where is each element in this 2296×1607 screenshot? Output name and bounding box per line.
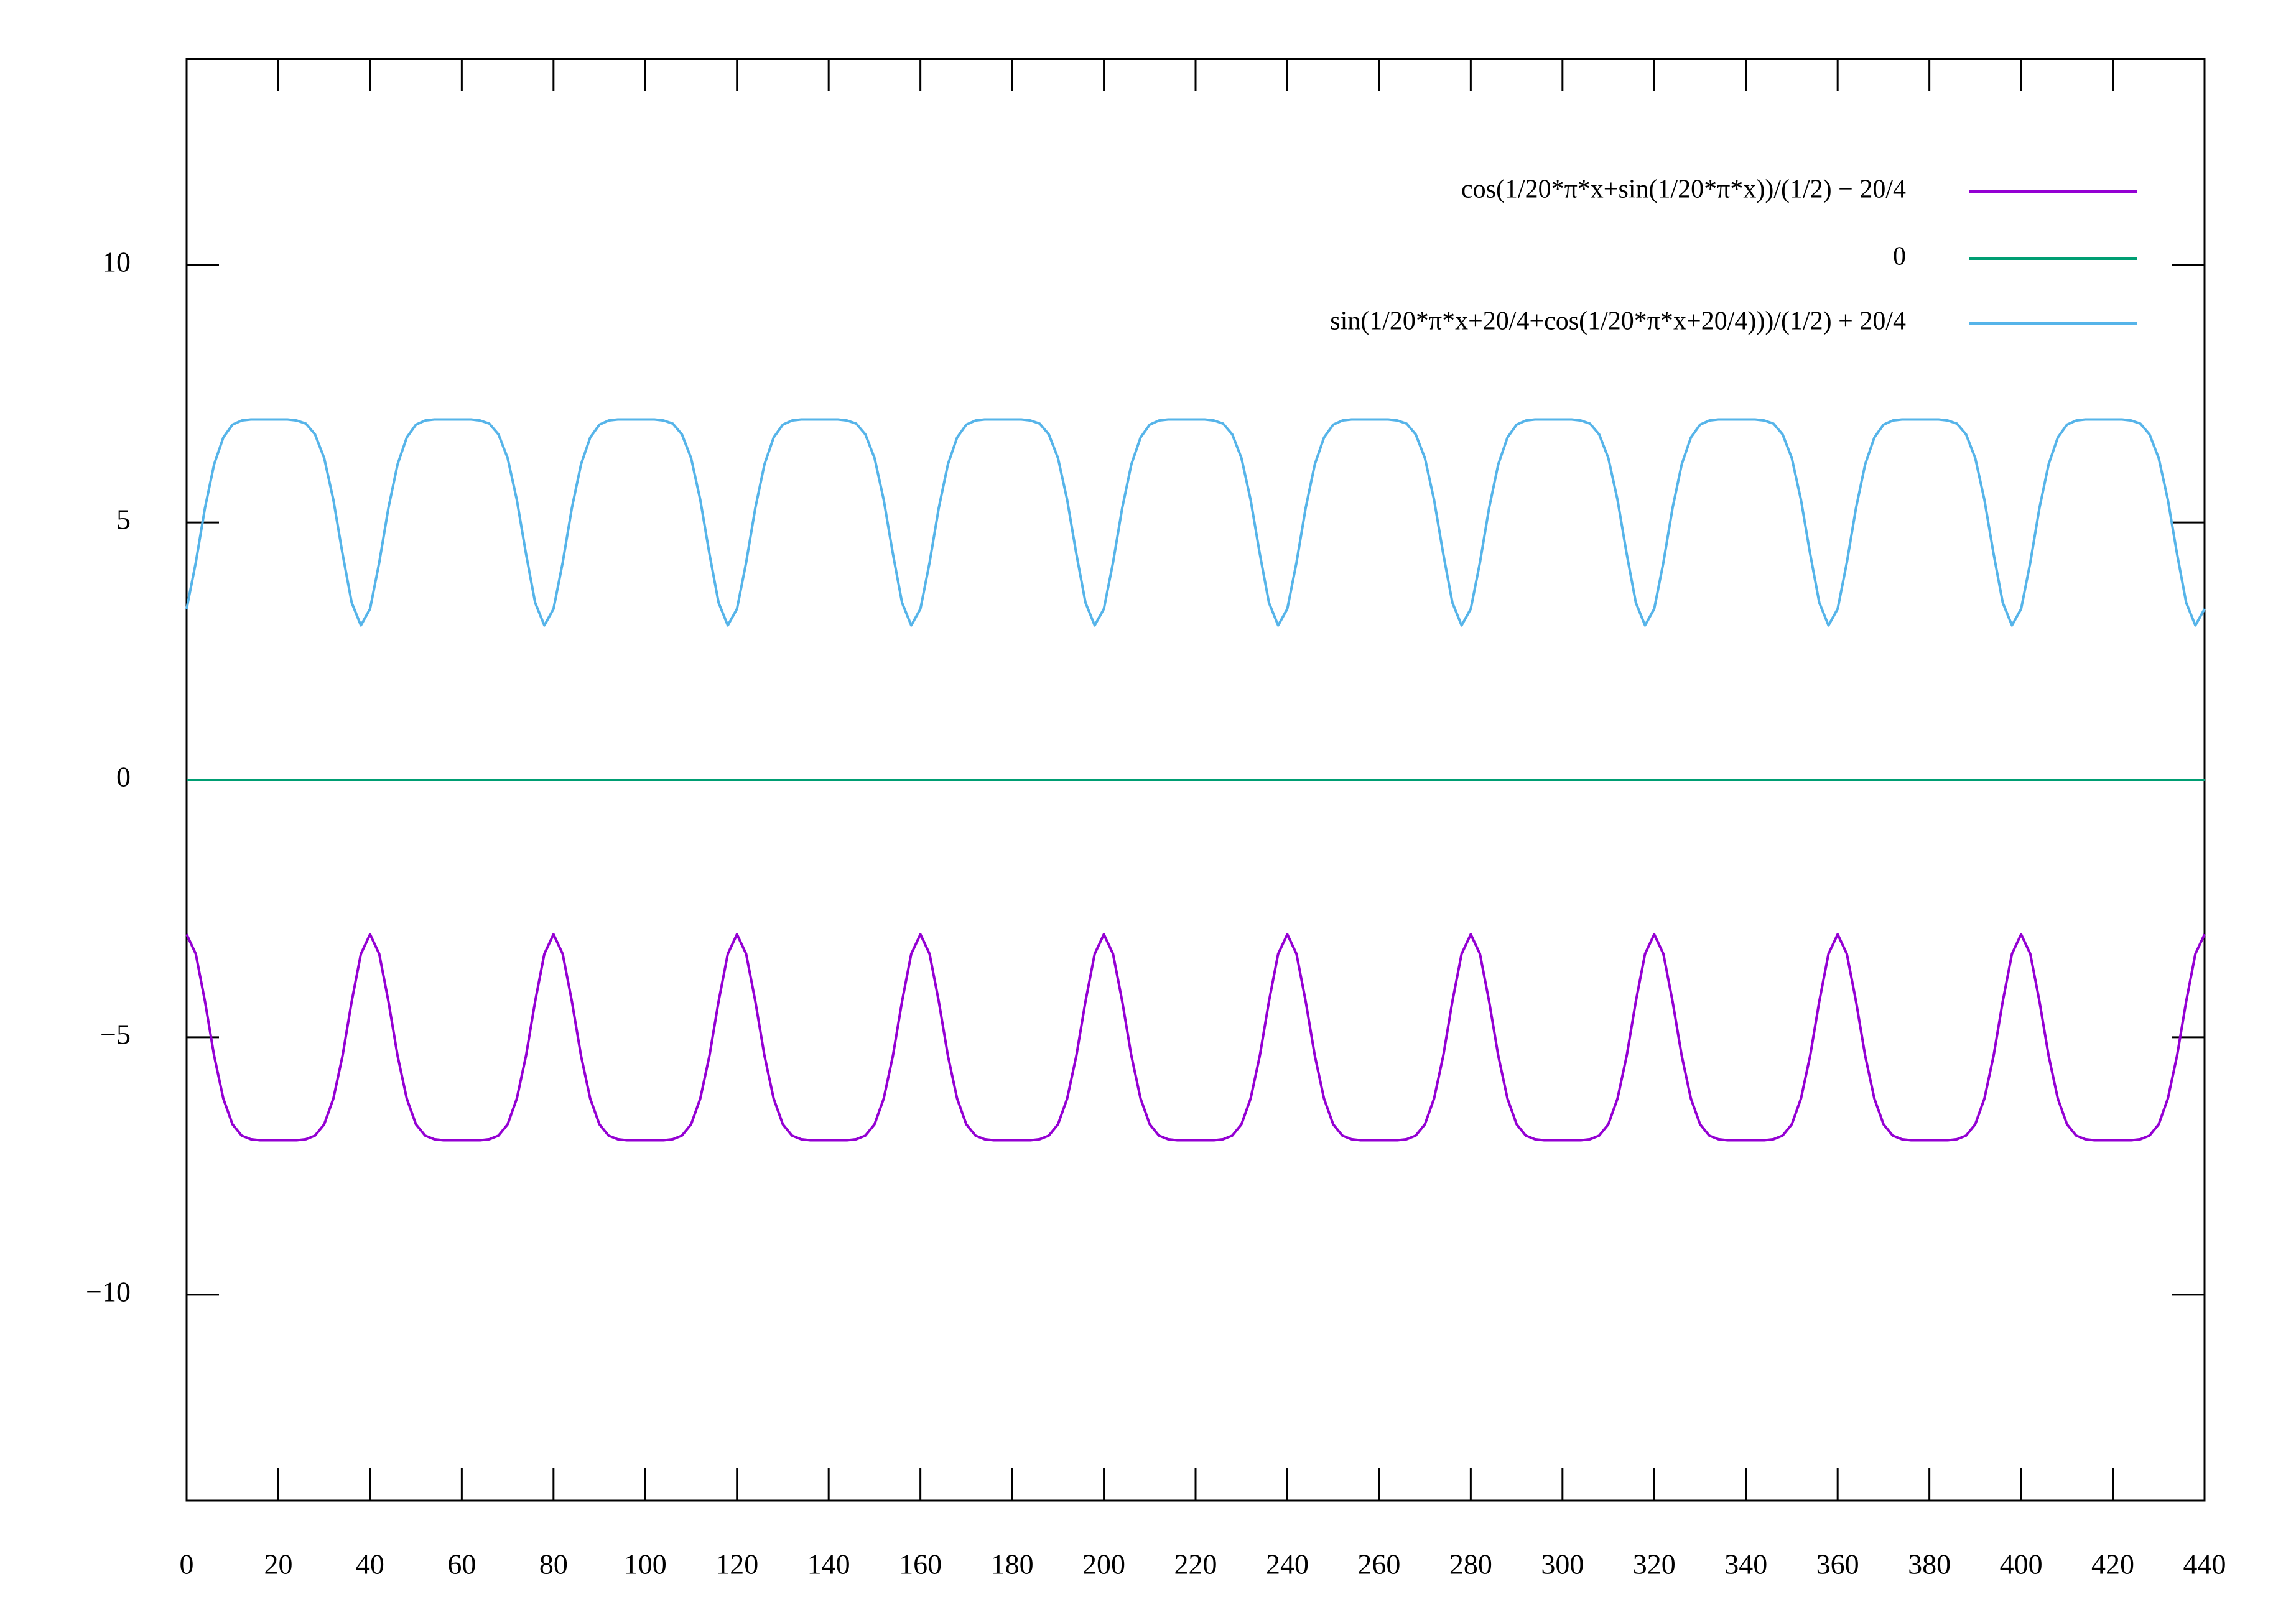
series-line	[185, 933, 2206, 1142]
legend-label: 0	[1893, 243, 1906, 271]
x-tick-label: 260	[1357, 1549, 1400, 1580]
x-tick-label: 160	[899, 1549, 942, 1580]
x-tick-label: 380	[1908, 1549, 1951, 1580]
x-tick-label: 180	[991, 1549, 1034, 1580]
legend-label: sin(1/20*π*x+20/4+cos(1/20*π*x+20/4)))/(…	[1330, 307, 1906, 336]
x-tick-label: 300	[1541, 1549, 1584, 1580]
x-tick-label: 400	[2000, 1549, 2043, 1580]
x-tick-label: 100	[624, 1549, 667, 1580]
x-tick-label: 80	[539, 1549, 568, 1580]
y-tick-label: 10	[102, 246, 131, 278]
x-tick-label: 320	[1633, 1549, 1676, 1580]
x-tick-label: 0	[180, 1549, 194, 1580]
y-tick-label: −10	[86, 1276, 131, 1307]
x-tick-label: 60	[447, 1549, 476, 1580]
x-tick-label: 420	[2091, 1549, 2134, 1580]
x-tick-label: 220	[1174, 1549, 1217, 1580]
x-tick-label: 340	[1724, 1549, 1767, 1580]
x-tick-label: 440	[2183, 1549, 2226, 1580]
x-tick-label: 240	[1266, 1549, 1309, 1580]
x-tick-label: 40	[356, 1549, 384, 1580]
x-tick-label: 200	[1082, 1549, 1125, 1580]
y-tick-label: 0	[116, 761, 131, 793]
y-tick-label: 5	[116, 504, 131, 535]
x-tick-label: 20	[264, 1549, 292, 1580]
x-tick-label: 120	[715, 1549, 758, 1580]
x-tick-label: 140	[807, 1549, 850, 1580]
legend-label: cos(1/20*π*x+sin(1/20*π*x))/(1/2) − 20/4	[1461, 175, 1906, 204]
x-tick-label: 280	[1449, 1549, 1492, 1580]
y-tick-label: −5	[100, 1018, 131, 1050]
x-tick-label: 360	[1816, 1549, 1859, 1580]
series-line	[185, 418, 2206, 627]
